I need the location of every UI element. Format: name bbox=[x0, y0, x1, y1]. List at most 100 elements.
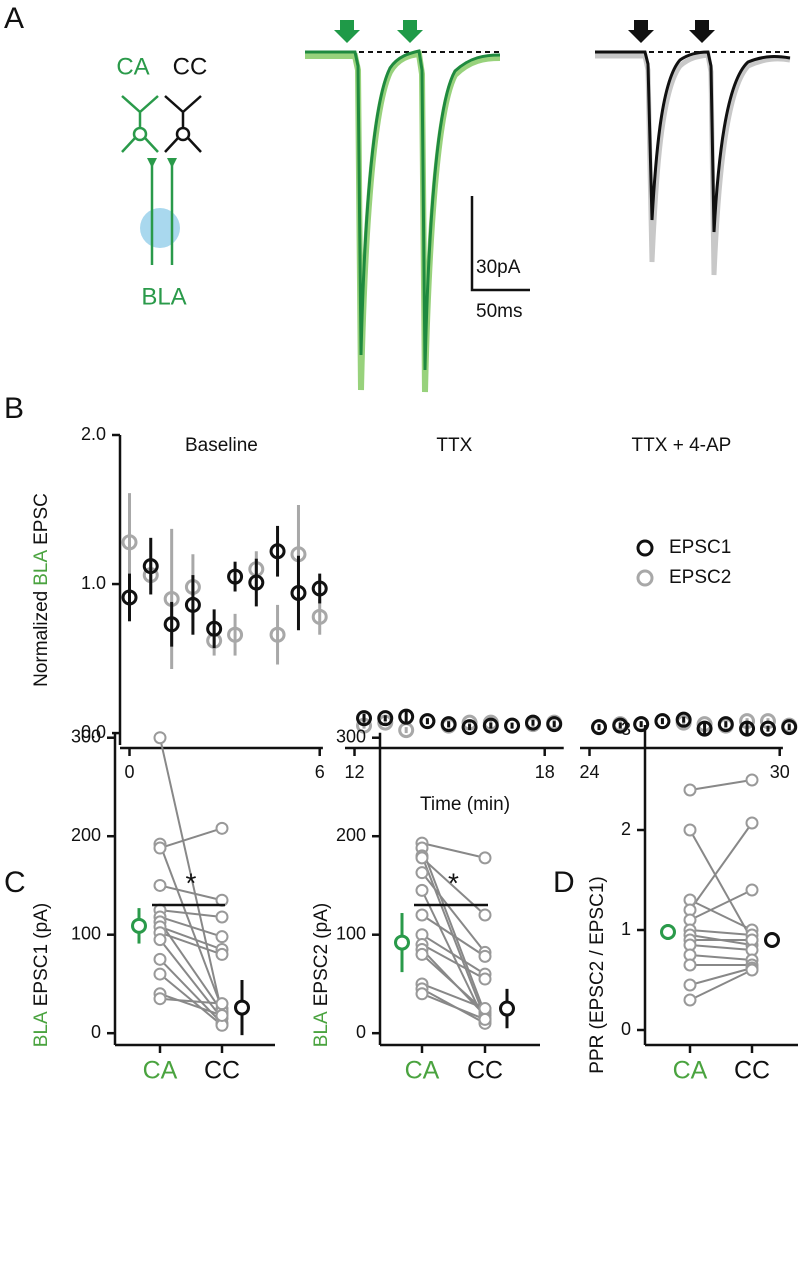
pair-line bbox=[159, 997, 223, 1005]
pair-line bbox=[689, 889, 753, 921]
y-tick-label: 100 bbox=[336, 923, 366, 943]
mean-point bbox=[131, 917, 147, 934]
pair-line bbox=[421, 889, 486, 1022]
data-point bbox=[311, 608, 328, 625]
data-point bbox=[163, 616, 180, 633]
panel-label: A bbox=[4, 2, 24, 35]
y-tick-label: 2 bbox=[621, 819, 631, 839]
data-point bbox=[591, 719, 608, 736]
data-point bbox=[356, 710, 373, 727]
data-point bbox=[184, 596, 201, 613]
category-label: CA bbox=[143, 1057, 178, 1085]
y-label-part: BLA bbox=[31, 550, 52, 586]
pair-line bbox=[689, 899, 753, 931]
y-tick-label: 300 bbox=[71, 726, 101, 746]
data-point bbox=[153, 967, 167, 981]
panel-label: C bbox=[4, 866, 26, 899]
data-point bbox=[153, 841, 167, 855]
x-tick-label: 24 bbox=[579, 762, 599, 782]
y-label-part: EPSC bbox=[31, 493, 52, 545]
data-point bbox=[478, 949, 492, 963]
pair-line bbox=[159, 884, 223, 902]
data-point bbox=[415, 851, 429, 865]
cell-label: CA bbox=[116, 53, 149, 80]
pair-line bbox=[421, 953, 486, 1013]
pair-line bbox=[159, 992, 223, 1017]
data-point bbox=[415, 987, 429, 1001]
trace-cc-sem bbox=[595, 52, 791, 276]
category-label: CC bbox=[467, 1057, 503, 1085]
segment-title: TTX + 4-AP bbox=[632, 435, 732, 456]
significance-label: * bbox=[448, 867, 459, 898]
pair-line bbox=[421, 855, 486, 1019]
y-tick-label: 3 bbox=[621, 719, 631, 739]
legend-label: EPSC1 bbox=[669, 537, 731, 558]
y-label-part: BLA bbox=[31, 1011, 52, 1047]
stim-arrow bbox=[334, 20, 423, 43]
data-point bbox=[504, 717, 521, 734]
pair-line bbox=[421, 914, 486, 958]
significance-label: * bbox=[186, 867, 197, 898]
data-point bbox=[269, 626, 286, 643]
data-point bbox=[478, 972, 492, 986]
y-axis-label: BLA EPSC2 (pA) bbox=[311, 903, 332, 1047]
data-point bbox=[478, 1012, 492, 1026]
pair-line bbox=[159, 909, 223, 918]
data-point bbox=[227, 568, 244, 585]
mean-point bbox=[499, 1000, 515, 1017]
panel-label: B bbox=[4, 392, 24, 425]
data-point bbox=[745, 963, 759, 977]
data-point bbox=[153, 952, 167, 966]
data-point bbox=[745, 773, 759, 787]
pair-line bbox=[421, 933, 486, 975]
data-point bbox=[269, 543, 286, 560]
pair-line bbox=[689, 929, 753, 936]
y-tick-label: 300 bbox=[336, 726, 366, 746]
pair-line bbox=[421, 872, 486, 954]
category-label: CA bbox=[405, 1057, 440, 1085]
data-point bbox=[482, 717, 499, 734]
y-tick-label: 0.0 bbox=[81, 722, 106, 742]
data-point bbox=[215, 930, 229, 944]
category-label: CC bbox=[734, 1057, 770, 1085]
data-point bbox=[478, 908, 492, 922]
y-axis-label: BLA EPSC1 (pA) bbox=[31, 903, 52, 1047]
y-tick-label: 1.0 bbox=[81, 573, 106, 593]
cell-label: CC bbox=[173, 53, 208, 80]
legend-marker bbox=[636, 569, 654, 587]
data-point bbox=[696, 720, 713, 737]
data-point bbox=[215, 1008, 229, 1022]
pair-line bbox=[421, 943, 486, 980]
legend-marker bbox=[636, 539, 654, 557]
ca-neuron bbox=[121, 95, 174, 265]
pair-line bbox=[421, 992, 486, 1021]
y-label-part: Normalized bbox=[31, 591, 52, 687]
y-axis-label: PPR (EPSC2 / EPSC1) bbox=[587, 876, 608, 1073]
mean-point bbox=[764, 932, 780, 948]
pair-line bbox=[689, 954, 753, 961]
y-tick-label: 2.0 bbox=[81, 424, 106, 444]
data-point bbox=[781, 719, 798, 736]
data-point bbox=[153, 933, 167, 947]
y-tick-label: 0 bbox=[621, 1019, 631, 1039]
data-point bbox=[215, 821, 229, 835]
pair-line bbox=[159, 973, 223, 1027]
data-point bbox=[683, 978, 697, 992]
y-label-part: EPSC1 (pA) bbox=[31, 903, 52, 1006]
trace-cc bbox=[595, 50, 791, 233]
pair-line bbox=[421, 983, 486, 1010]
data-point bbox=[683, 958, 697, 972]
pair-line bbox=[689, 822, 753, 911]
scale-label: 50ms bbox=[476, 301, 522, 322]
pair-line bbox=[689, 969, 753, 1001]
y-tick-label: 100 bbox=[71, 923, 101, 943]
data-point bbox=[745, 883, 759, 897]
stim-arrow bbox=[628, 20, 715, 43]
pair-line bbox=[159, 939, 223, 1020]
input-label: BLA bbox=[141, 283, 186, 310]
data-point bbox=[248, 574, 265, 591]
pair-line bbox=[159, 931, 223, 956]
data-point bbox=[739, 720, 756, 737]
category-label: CC bbox=[204, 1057, 240, 1085]
scale-bar bbox=[470, 196, 530, 292]
